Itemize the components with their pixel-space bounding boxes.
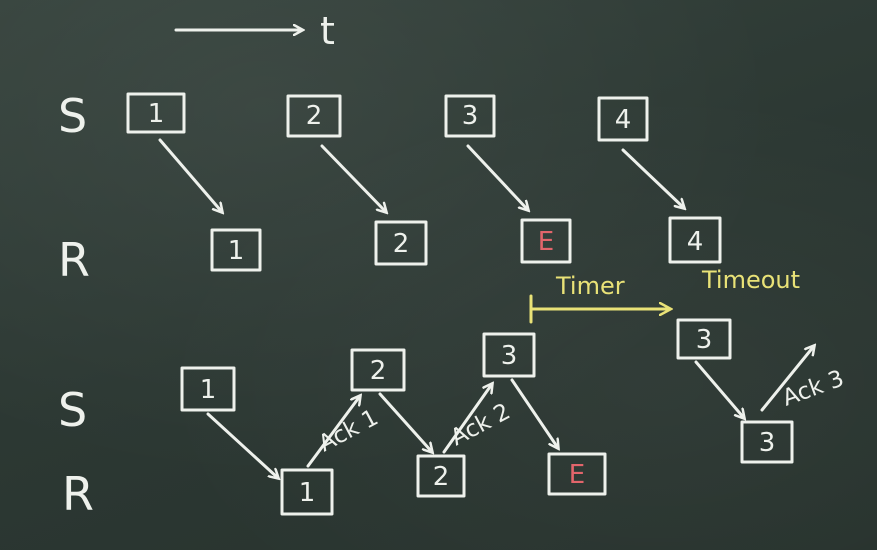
top-arrow-4 — [621, 148, 684, 208]
bottom-recv-label-error: E — [569, 460, 585, 490]
top-arrow-1 — [158, 138, 222, 212]
resend-packet: 3 — [676, 318, 732, 360]
top-sent-packet-4: 4 — [597, 96, 649, 142]
timeout-label: Timeout — [701, 266, 800, 294]
top-recv-label-1: 1 — [228, 236, 245, 266]
timer-label: Timer — [555, 272, 625, 300]
top-recv-packet-1: 1 — [210, 228, 262, 272]
resend-label: 3 — [696, 325, 713, 355]
time-label: t — [320, 9, 335, 53]
ack-label-2: Ack 2 — [447, 399, 515, 452]
bottom-recv-label-2: 2 — [433, 462, 450, 492]
top-recv-label-error: E — [538, 227, 554, 257]
bottom-sent-label-2: 2 — [370, 356, 387, 386]
bottom-sent-packet-3: 3 — [482, 332, 536, 378]
ack-arrow-3 — [760, 346, 814, 412]
resend-recv-packet: 3 — [740, 420, 794, 464]
bottom-arrow-1 — [206, 412, 278, 478]
top-sent-packet-3: 3 — [444, 94, 496, 138]
top-sent-label-3: 3 — [462, 101, 479, 131]
top-sent-label-4: 4 — [615, 105, 632, 135]
top-recv-packet-2: 2 — [374, 220, 428, 266]
bottom-sent-packet-2: 2 — [350, 348, 406, 392]
bottom-sent-packet-1: 1 — [180, 366, 236, 412]
ack-label-3: Ack 3 — [779, 366, 847, 412]
resend-arrow — [694, 360, 744, 418]
top-recv-packet-error: E — [520, 218, 572, 264]
bottom-receiver-label: R — [62, 467, 94, 521]
top-sent-packet-2: 2 — [286, 94, 342, 138]
top-receiver-label: R — [58, 233, 90, 287]
top-sender-label: S — [58, 89, 87, 143]
top-recv-label-2: 2 — [393, 229, 410, 259]
ack-arrow-1 — [306, 396, 360, 468]
bottom-recv-packet-1: 1 — [280, 468, 334, 516]
bottom-sent-label-1: 1 — [200, 375, 217, 405]
bottom-recv-label-1: 1 — [299, 478, 316, 508]
bottom-sender-label: S — [58, 383, 87, 437]
top-sent-label-2: 2 — [306, 101, 323, 131]
bottom-sent-label-3: 3 — [501, 341, 518, 371]
top-recv-packet-4: 4 — [668, 216, 722, 264]
bottom-arrow-2 — [378, 392, 432, 452]
top-recv-label-4: 4 — [687, 227, 704, 257]
bottom-recv-packet-error: E — [547, 452, 607, 496]
ack-arrow-2 — [442, 384, 492, 454]
bottom-recv-packet-2: 2 — [416, 454, 466, 498]
top-sent-label-1: 1 — [148, 99, 165, 129]
resend-recv-label: 3 — [759, 428, 776, 458]
top-arrow-3 — [466, 144, 528, 210]
top-sent-packet-1: 1 — [126, 92, 186, 134]
top-arrow-2 — [320, 144, 386, 212]
bottom-arrow-3 — [510, 378, 558, 448]
